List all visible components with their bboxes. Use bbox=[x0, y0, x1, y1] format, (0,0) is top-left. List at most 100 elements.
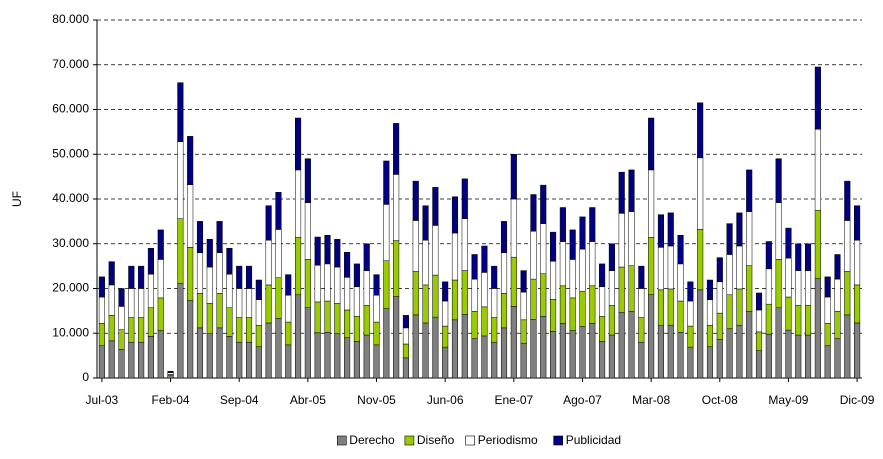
bar-segment bbox=[147, 273, 154, 308]
bar-segment bbox=[726, 294, 733, 330]
bar-segment bbox=[118, 329, 125, 350]
bar-segment bbox=[618, 266, 625, 313]
bar-segment bbox=[785, 257, 792, 298]
bar-segment bbox=[177, 82, 184, 142]
bar-segment bbox=[706, 324, 714, 347]
bar-segment bbox=[608, 305, 615, 336]
bar-segment bbox=[128, 288, 135, 318]
bar-segment bbox=[530, 319, 537, 379]
bar-segment bbox=[736, 245, 743, 290]
bar-segment bbox=[383, 204, 390, 262]
bar-segment bbox=[824, 296, 831, 324]
bar-segment bbox=[481, 272, 488, 308]
bar-segment bbox=[677, 234, 684, 265]
bar-segment bbox=[795, 334, 802, 379]
bar-segment bbox=[245, 265, 253, 289]
y-tick-label: 50.000 bbox=[52, 146, 89, 160]
x-tick-label: Jun-06 bbox=[427, 393, 464, 407]
bar-segment bbox=[559, 323, 566, 379]
bar-segment bbox=[314, 236, 321, 266]
bar-segment bbox=[599, 263, 606, 287]
bar-segment bbox=[393, 296, 400, 379]
bar-segment bbox=[187, 184, 194, 248]
x-tick-label: Nov-05 bbox=[357, 393, 396, 407]
bar-segment bbox=[138, 317, 145, 343]
bar-segment bbox=[520, 270, 527, 293]
bar-segment bbox=[363, 305, 370, 336]
bar-segment bbox=[805, 305, 812, 336]
bar-segment bbox=[442, 281, 449, 302]
bar-segment bbox=[687, 325, 694, 348]
bar-segment bbox=[785, 227, 792, 259]
bar-segment bbox=[128, 317, 135, 343]
bar-segment bbox=[667, 288, 674, 326]
bar-segment bbox=[667, 324, 674, 379]
bar-segment bbox=[236, 341, 243, 379]
bar-segment bbox=[393, 240, 400, 297]
bar-segment bbox=[98, 345, 105, 379]
bar-segment bbox=[118, 349, 125, 379]
bar-segment bbox=[412, 271, 419, 316]
bar-segment bbox=[334, 266, 341, 304]
bar-segment bbox=[422, 239, 429, 286]
bar-segment bbox=[500, 221, 508, 253]
bar-segment bbox=[579, 326, 586, 379]
bar-segment bbox=[461, 178, 468, 219]
bar-segment bbox=[451, 319, 459, 379]
y-tick-label: 60.000 bbox=[52, 102, 89, 116]
bar-segment bbox=[559, 285, 566, 324]
bar-segment bbox=[746, 311, 753, 379]
bar-segment bbox=[697, 229, 704, 291]
bar-segment bbox=[716, 312, 723, 340]
legend-label: Derecho bbox=[349, 433, 395, 447]
bar-segment bbox=[706, 299, 714, 326]
bar-segment bbox=[255, 324, 262, 347]
bar-segment bbox=[854, 322, 861, 379]
bar-segment bbox=[677, 263, 684, 302]
bar-segment bbox=[716, 281, 723, 314]
bar-segment bbox=[844, 314, 851, 379]
bar-segment bbox=[697, 289, 704, 379]
bar-segment bbox=[138, 265, 145, 289]
bar-segment bbox=[481, 306, 488, 337]
bar-segment bbox=[157, 229, 164, 260]
bar-segment bbox=[491, 265, 498, 289]
bar-segment bbox=[206, 266, 213, 304]
bar-segment bbox=[628, 211, 635, 266]
bar-segment bbox=[785, 329, 792, 379]
bar-segment bbox=[265, 205, 272, 241]
bar-segment bbox=[216, 252, 223, 294]
bar-segment bbox=[550, 260, 557, 300]
bar-segment bbox=[716, 257, 723, 283]
bar-segment bbox=[108, 315, 115, 342]
bar-segment bbox=[569, 330, 576, 379]
bar-segment bbox=[540, 184, 547, 224]
bar-segment bbox=[765, 333, 772, 379]
bar-segment bbox=[481, 245, 488, 273]
bar-segment bbox=[363, 270, 370, 306]
bar-segment bbox=[726, 223, 733, 255]
bar-segment bbox=[569, 297, 576, 331]
bar-segment bbox=[510, 198, 517, 258]
bar-segment bbox=[589, 323, 596, 379]
legend-label: Periodismo bbox=[478, 433, 538, 447]
bar-segment bbox=[648, 237, 655, 296]
bar-segment bbox=[687, 300, 694, 327]
bar-segment bbox=[373, 274, 380, 296]
bar-segment bbox=[206, 303, 213, 334]
bar-segment bbox=[697, 102, 704, 159]
bar-segment bbox=[334, 303, 341, 334]
bar-segment bbox=[157, 297, 164, 331]
bar-segment bbox=[491, 317, 498, 343]
bar-segment bbox=[275, 277, 282, 319]
bar-segment bbox=[128, 265, 135, 289]
bar-segment bbox=[442, 300, 449, 327]
bar-segment bbox=[824, 345, 831, 379]
bar-segment bbox=[599, 286, 606, 317]
bar-segment bbox=[550, 331, 557, 379]
bar-segment bbox=[765, 241, 772, 270]
bar-segment bbox=[667, 212, 674, 247]
bar-segment bbox=[275, 229, 282, 279]
bar-segment bbox=[157, 259, 164, 299]
